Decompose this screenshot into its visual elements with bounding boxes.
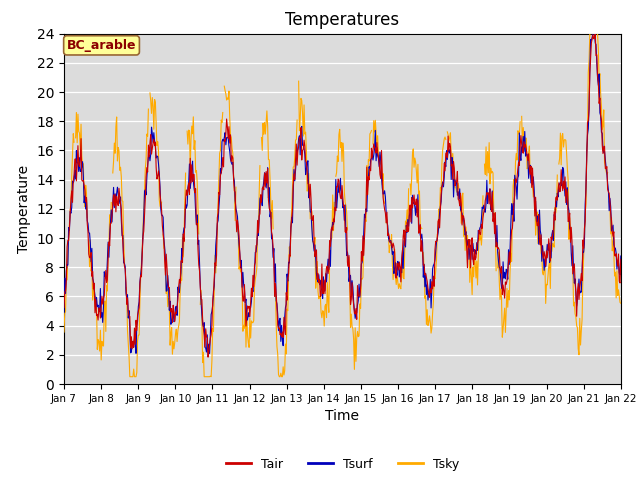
X-axis label: Time: Time: [325, 409, 360, 423]
Legend: Tair, Tsurf, Tsky: Tair, Tsurf, Tsky: [221, 453, 464, 476]
Title: Temperatures: Temperatures: [285, 11, 399, 29]
Text: BC_arable: BC_arable: [67, 39, 136, 52]
Y-axis label: Temperature: Temperature: [17, 165, 31, 253]
